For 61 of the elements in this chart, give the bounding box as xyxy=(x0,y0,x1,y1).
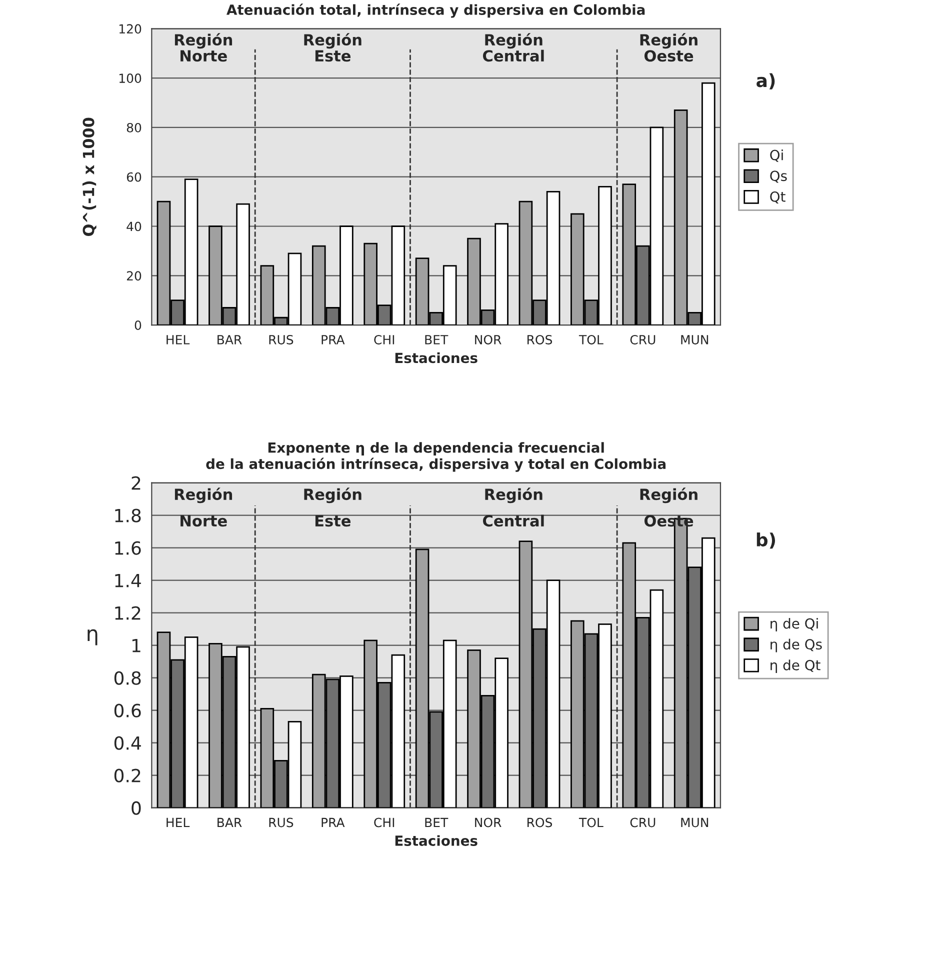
x-tick-label: BAR xyxy=(218,818,242,828)
y-tick-label: 1.6 xyxy=(115,541,141,555)
x-tick-label: BET xyxy=(425,335,448,344)
y-tick-label: 1.2 xyxy=(115,606,140,620)
annotation: Región Este xyxy=(304,33,362,62)
legend-label: η de Qi xyxy=(770,618,818,632)
annotation: Región Central xyxy=(482,488,544,527)
annotation: Región Norte xyxy=(174,33,232,62)
y-tick-label: 1.8 xyxy=(115,508,141,522)
chart-title: Atenuación total, intrínseca y dispersiva en Colombia xyxy=(226,4,645,18)
text: b) xyxy=(756,532,776,549)
y-tick-label: 0.8 xyxy=(114,671,141,685)
annotation: Región Norte xyxy=(174,488,232,527)
legend-label: Qi xyxy=(770,150,783,162)
x-tick-label: HEL xyxy=(166,335,190,344)
x-tick-label: RUS xyxy=(269,334,294,344)
x-tick-label: TOL xyxy=(578,334,604,344)
y-tick-label: 40 xyxy=(126,222,142,232)
x-tick-label: BAR xyxy=(218,335,242,344)
text: a) xyxy=(756,73,775,90)
y-tick-label: 0.4 xyxy=(114,736,141,750)
y-tick-label: 0.6 xyxy=(114,704,141,718)
legend-label: Qs xyxy=(770,170,787,183)
y-tick-label: 2 xyxy=(132,476,140,490)
y-axis-title: Q^(-1) x 1000 xyxy=(82,118,96,236)
annotation: Región Este xyxy=(304,488,362,527)
x-axis-title: Estaciones xyxy=(395,352,478,364)
x-tick-label: HEL xyxy=(166,818,190,828)
x-tick-label: NOR xyxy=(475,818,502,828)
legend-label: η de Qs xyxy=(770,638,822,652)
x-tick-label: MUN xyxy=(681,335,708,344)
annotation: Región Central xyxy=(482,33,544,62)
x-tick-label: MUN xyxy=(681,818,708,828)
x-axis-title: Estaciones xyxy=(395,835,478,846)
legend-label: Qt xyxy=(770,191,786,204)
y-tick-label: 1 xyxy=(132,638,140,652)
legend-label: η de Qt xyxy=(770,660,820,674)
x-tick-label: TOL xyxy=(578,818,604,828)
y-tick-label: 0.2 xyxy=(114,768,140,782)
x-tick-label: RUS xyxy=(269,818,294,828)
y-tick-label: 0 xyxy=(134,320,142,330)
y-tick-label: 0 xyxy=(132,801,141,815)
chart-title: Exponente η de la dependencia frecuencial de la atenuación intrínseca, dispersiva y total en Colombia xyxy=(206,442,666,472)
x-tick-label: ROS xyxy=(527,818,552,828)
x-tick-label: CRU xyxy=(630,818,656,828)
x-tick-label: CHI xyxy=(374,818,394,828)
y-axis-title: η xyxy=(88,629,98,646)
y-tick-label: 100 xyxy=(119,74,142,83)
annotation: Región Oeste xyxy=(640,33,698,62)
y-tick-label: 20 xyxy=(126,271,142,281)
x-tick-label: PRA xyxy=(322,335,345,344)
x-tick-label: CRU xyxy=(630,334,656,344)
y-tick-label: 120 xyxy=(119,24,142,34)
x-tick-label: ROS xyxy=(527,334,552,344)
y-tick-label: 1.4 xyxy=(115,574,141,588)
x-tick-label: CHI xyxy=(374,334,394,344)
x-tick-label: NOR xyxy=(475,334,502,344)
x-tick-label: PRA xyxy=(322,818,345,828)
x-tick-label: BET xyxy=(425,818,448,828)
y-tick-label: 80 xyxy=(126,122,142,132)
y-tick-label: 60 xyxy=(126,172,142,182)
